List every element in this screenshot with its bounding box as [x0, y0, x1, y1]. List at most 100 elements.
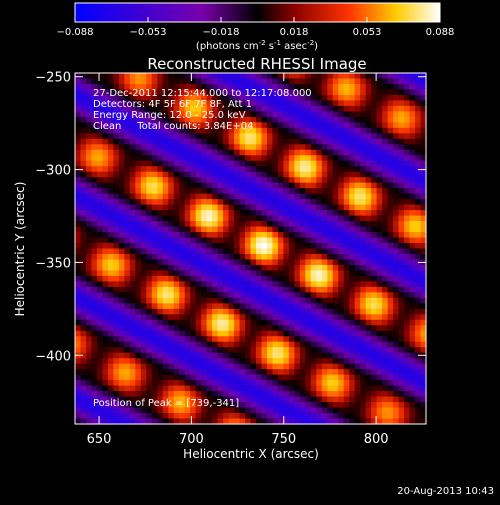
heatmap-cell	[299, 391, 306, 398]
heatmap-cell	[283, 177, 290, 184]
heatmap-cell	[365, 308, 372, 315]
heatmap-cell	[393, 391, 400, 398]
heatmap-cell	[173, 402, 180, 409]
heatmap-cell	[349, 171, 356, 178]
heatmap-cell	[294, 270, 301, 277]
heatmap-cell	[404, 149, 411, 156]
heatmap-cell	[173, 193, 180, 200]
heatmap-cell	[305, 182, 312, 189]
heatmap-cell	[173, 221, 180, 228]
heatmap-cell	[288, 248, 295, 255]
heatmap-cell	[360, 83, 367, 91]
heatmap-cell	[338, 303, 345, 310]
heatmap-cell	[234, 336, 241, 343]
heatmap-cell	[321, 270, 328, 277]
heatmap-cell	[261, 253, 268, 261]
heatmap-cell	[107, 149, 114, 156]
heatmap-cell	[261, 259, 268, 266]
heatmap-cell	[75, 149, 82, 156]
heatmap-cell	[179, 111, 186, 118]
heatmap-cell	[365, 385, 372, 392]
heatmap-cell	[415, 253, 422, 261]
heatmap-cell	[387, 138, 394, 145]
heatmap-cell	[223, 281, 230, 288]
heatmap-cell	[135, 73, 142, 80]
heatmap-cell	[376, 281, 383, 288]
heatmap-cell	[85, 116, 93, 123]
heatmap-cell	[223, 352, 230, 359]
heatmap-cell	[299, 292, 306, 299]
heatmap-cell	[250, 413, 257, 420]
heatmap-cell	[409, 303, 416, 310]
heatmap-cell	[195, 215, 202, 222]
heatmap-cell	[206, 264, 213, 272]
heatmap-cell	[135, 297, 142, 304]
heatmap-cell	[305, 215, 312, 222]
heatmap-cell	[239, 314, 246, 321]
heatmap-cell	[327, 188, 334, 195]
heatmap-cell	[277, 122, 284, 129]
heatmap-cell	[162, 166, 169, 173]
heatmap-cell	[338, 193, 345, 200]
heatmap-cell	[420, 171, 427, 178]
heatmap-cell	[415, 363, 422, 370]
heatmap-cell	[217, 78, 224, 85]
heatmap-cell	[107, 160, 114, 167]
heatmap-cell	[299, 177, 306, 184]
heatmap-cell	[371, 199, 378, 206]
heatmap-cell	[129, 281, 136, 288]
heatmap-cell	[245, 210, 252, 217]
heatmap-cell	[338, 248, 345, 255]
heatmap-cell	[321, 292, 328, 299]
heatmap-cell	[201, 188, 208, 195]
heatmap-cell	[228, 385, 235, 392]
heatmap-cell	[255, 281, 263, 288]
heatmap-cell	[294, 78, 301, 85]
heatmap-cell	[288, 418, 295, 425]
heatmap-cell	[283, 281, 290, 288]
heatmap-cell	[135, 407, 142, 414]
heatmap-cell	[299, 78, 306, 85]
heatmap-cell	[190, 199, 197, 206]
heatmap-cell	[343, 193, 350, 200]
heatmap-cell	[168, 374, 175, 381]
heatmap-cell	[321, 78, 328, 85]
heatmap-cell	[129, 330, 136, 337]
heatmap-cell	[184, 105, 191, 112]
heatmap-cell	[266, 303, 274, 310]
heatmap-cell	[212, 232, 219, 239]
heatmap-cell	[288, 127, 295, 134]
heatmap-cell	[349, 111, 356, 118]
heatmap-cell	[173, 325, 180, 332]
heatmap-cell	[80, 182, 87, 189]
heatmap-cell	[124, 319, 131, 326]
heatmap-cell	[201, 166, 208, 173]
heatmap-cell	[376, 127, 383, 134]
heatmap-cell	[195, 396, 202, 403]
heatmap-cell	[310, 89, 317, 96]
heatmap-cell	[360, 297, 367, 304]
heatmap-cell	[277, 347, 284, 354]
heatmap-cell	[162, 358, 169, 365]
heatmap-cell	[299, 385, 306, 392]
heatmap-cell	[184, 78, 191, 85]
heatmap-cell	[294, 215, 301, 222]
heatmap-cell	[288, 144, 295, 151]
heatmap-cell	[299, 264, 306, 272]
heatmap-cell	[151, 264, 158, 272]
heatmap-cell	[157, 199, 164, 206]
heatmap-cell	[206, 171, 213, 178]
heatmap-cell	[173, 83, 180, 91]
heatmap-cell	[420, 144, 427, 151]
heatmap-cell	[102, 243, 109, 250]
heatmap-cell	[118, 243, 125, 250]
heatmap-cell	[206, 138, 213, 145]
heatmap-cell	[151, 171, 158, 178]
heatmap-cell	[316, 94, 323, 102]
heatmap-cell	[135, 105, 142, 112]
heatmap-cell	[321, 253, 328, 261]
heatmap-cell	[420, 407, 427, 414]
heatmap-cell	[206, 100, 213, 107]
heatmap-cell	[338, 358, 345, 365]
heatmap-cell	[321, 308, 328, 315]
